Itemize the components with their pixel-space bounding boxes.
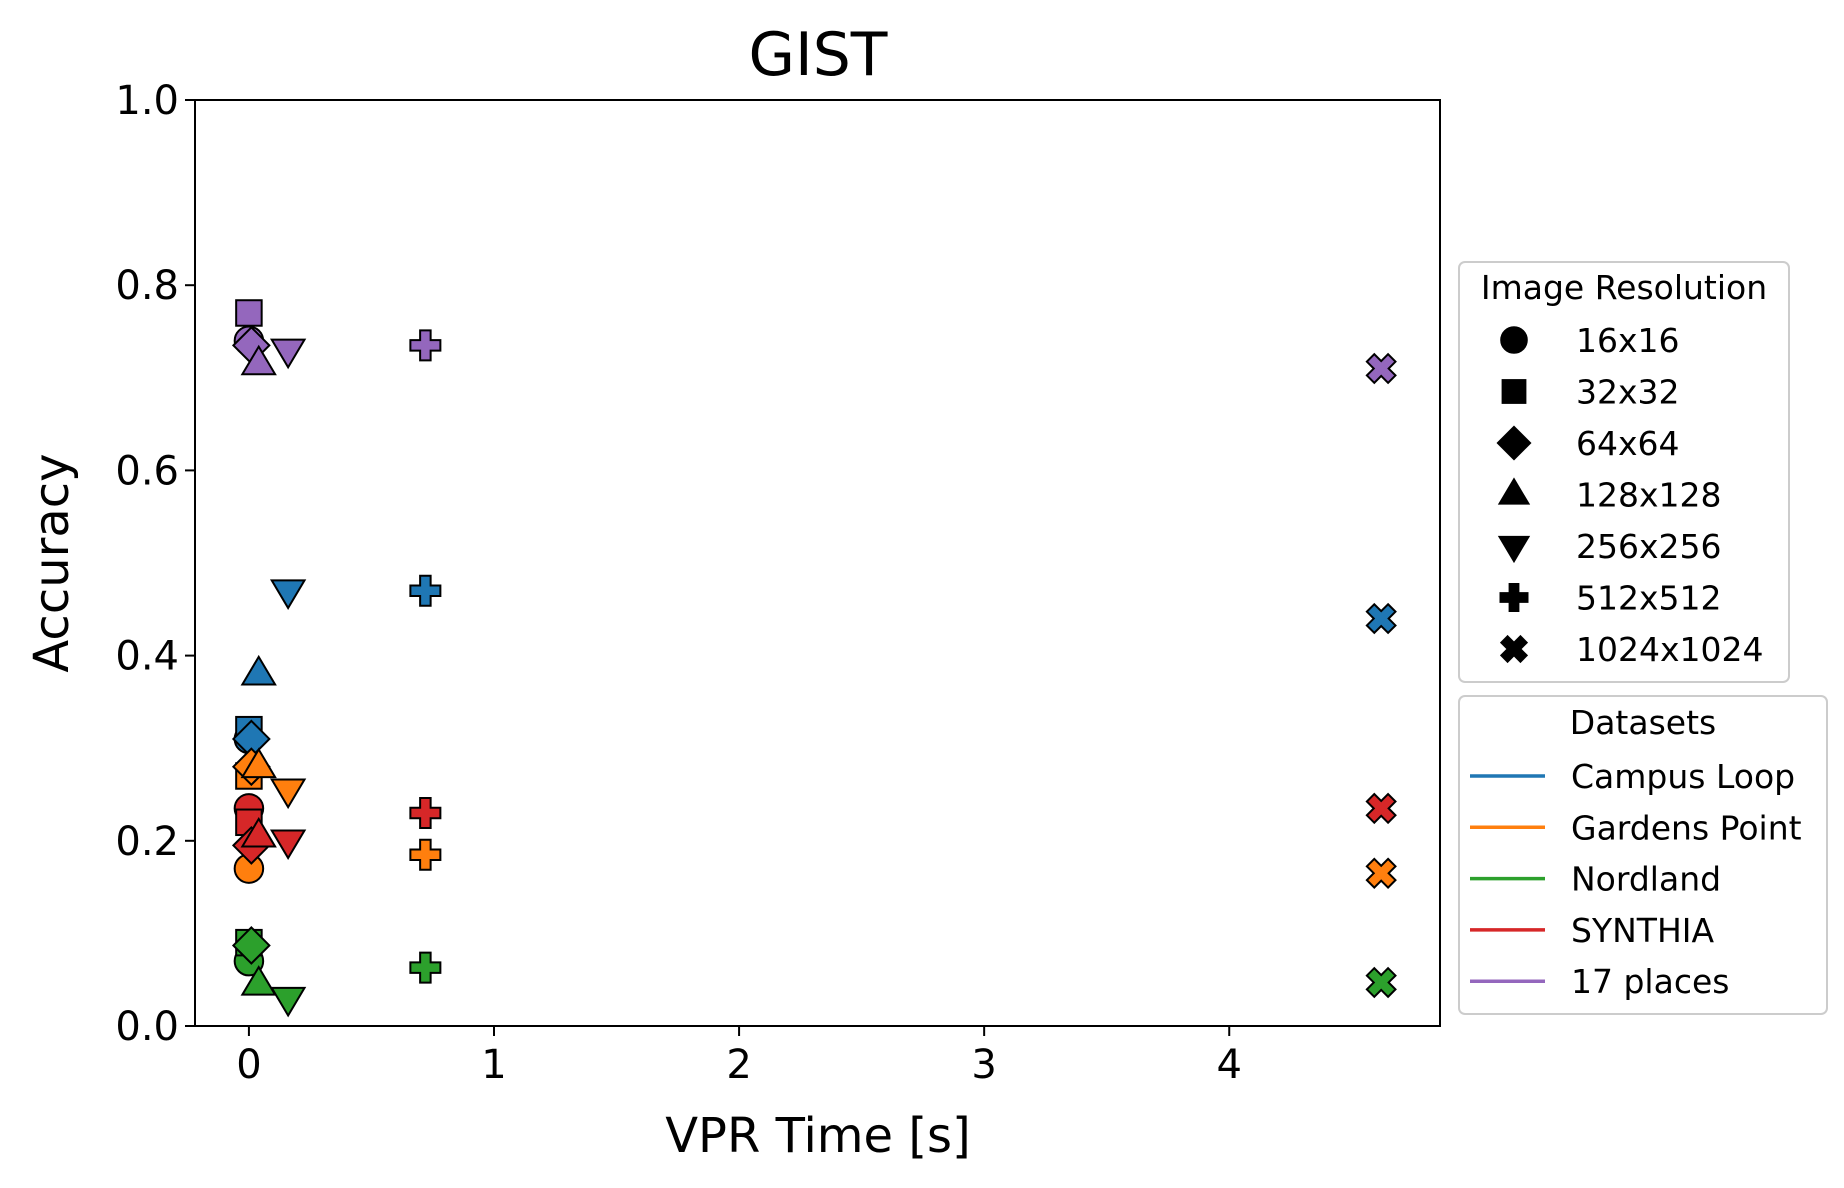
point-campus-loop-1024x1024 bbox=[1365, 602, 1397, 635]
point-nordland-64x64 bbox=[231, 926, 271, 965]
legend-marker-triangle-down bbox=[1497, 535, 1531, 564]
legend-datasets-title: Datasets bbox=[1570, 703, 1716, 742]
point-campus-loop-512x512 bbox=[409, 574, 442, 607]
y-axis-ticks: 0.0 0.2 0.4 0.6 0.8 1.0 bbox=[115, 78, 195, 1050]
scatter-points bbox=[231, 299, 1397, 1018]
point-synthia-512x512 bbox=[409, 797, 442, 830]
plot-area bbox=[194, 99, 1441, 1027]
point-17-places-256x256 bbox=[269, 338, 307, 370]
point-nordland-512x512 bbox=[409, 951, 442, 984]
legend-datasets: Datasets Campus Loop Gardens Point Nordlan… bbox=[1458, 695, 1828, 1015]
legend-resolution: Image Resolution 16x16 32x32 64x64 128x128 2… bbox=[1458, 261, 1790, 683]
point-nordland-256x256 bbox=[269, 986, 307, 1018]
point-gardens-point-128x128 bbox=[240, 747, 277, 779]
y-tick-label: 1.0 bbox=[115, 78, 179, 124]
y-tick-label: 0.0 bbox=[115, 1004, 179, 1050]
point-campus-loop-256x256 bbox=[269, 579, 307, 610]
legend-marker-square bbox=[1501, 379, 1527, 404]
legend-dataset-label: Campus Loop bbox=[1571, 757, 1795, 796]
legend-resolution-label: 16x16 bbox=[1576, 321, 1680, 360]
legend-resolution-title: Image Resolution bbox=[1481, 268, 1767, 307]
point-synthia-256x256 bbox=[269, 829, 307, 861]
legend-resolution-label: 1024x1024 bbox=[1576, 630, 1764, 669]
legend-resolution-label: 64x64 bbox=[1576, 424, 1680, 463]
legend-resolution-label: 128x128 bbox=[1576, 476, 1722, 515]
point-nordland-1024x1024 bbox=[1365, 966, 1397, 999]
x-tick-label: 4 bbox=[1217, 1042, 1242, 1088]
legend-dataset-label: Gardens Point bbox=[1571, 808, 1802, 847]
legend-marker-x bbox=[1499, 634, 1529, 664]
point-nordland-128x128 bbox=[240, 965, 277, 996]
legend-resolution-label: 256x256 bbox=[1576, 527, 1722, 566]
legend-dataset-label: 17 places bbox=[1571, 962, 1729, 1001]
point-synthia-1024x1024 bbox=[1365, 792, 1397, 825]
legend-resolution-label: 32x32 bbox=[1576, 373, 1680, 412]
point-17-places-512x512 bbox=[409, 329, 442, 362]
point-17-places-32x32 bbox=[235, 299, 263, 327]
legend-resolution-label: 512x512 bbox=[1576, 579, 1722, 618]
x-tick-label: 3 bbox=[971, 1042, 996, 1088]
y-tick-label: 0.4 bbox=[115, 634, 179, 680]
point-synthia-128x128 bbox=[240, 816, 277, 848]
point-gardens-point-1024x1024 bbox=[1365, 857, 1397, 889]
x-tick-label: 0 bbox=[236, 1042, 261, 1088]
point-gardens-point-512x512 bbox=[409, 838, 442, 871]
y-axis-label: Accuracy bbox=[24, 453, 80, 672]
x-axis-label: VPR Time [s] bbox=[665, 1108, 971, 1164]
point-campus-loop-128x128 bbox=[240, 654, 277, 686]
legend-dataset-label: Nordland bbox=[1571, 860, 1721, 899]
y-tick-label: 0.6 bbox=[115, 448, 179, 494]
legend-marker-triangle-up bbox=[1497, 477, 1531, 505]
x-tick-label: 1 bbox=[481, 1042, 506, 1088]
x-axis-ticks: 0 1 2 3 4 bbox=[236, 1026, 1242, 1088]
y-tick-label: 0.8 bbox=[115, 263, 179, 309]
point-17-places-128x128 bbox=[240, 344, 277, 376]
point-gardens-point-256x256 bbox=[269, 778, 307, 810]
y-tick-label: 0.2 bbox=[115, 819, 179, 865]
point-17-places-1024x1024 bbox=[1365, 352, 1397, 385]
chart-title: GIST bbox=[749, 20, 888, 90]
legend-dataset-label: SYNTHIA bbox=[1571, 911, 1714, 950]
legend-marker-plus bbox=[1499, 583, 1529, 612]
x-tick-label: 2 bbox=[726, 1042, 751, 1088]
legend-marker-diamond bbox=[1496, 425, 1532, 461]
legend-marker-circle bbox=[1500, 326, 1528, 354]
